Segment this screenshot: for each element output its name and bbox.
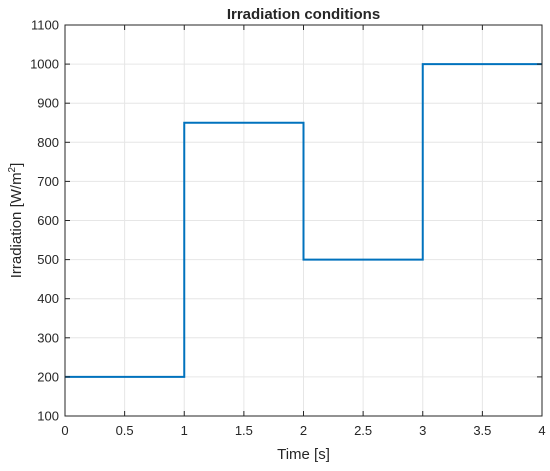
x-tick-label: 3 <box>419 423 426 438</box>
x-axis-title: Time [s] <box>277 446 330 463</box>
x-tick-label: 1.5 <box>235 423 253 438</box>
y-tick-label: 400 <box>37 291 59 306</box>
x-tick-label: 2.5 <box>354 423 372 438</box>
chart-title: Irradiation conditions <box>227 6 380 23</box>
y-axis-title-main: Irradiation [W/m <box>8 172 25 278</box>
y-tick-label: 500 <box>37 252 59 267</box>
x-tick-label: 2 <box>300 423 307 438</box>
y-tick-label: 700 <box>37 174 59 189</box>
y-tick-label: 200 <box>37 369 59 384</box>
series-layer <box>65 63 542 378</box>
x-tick-label: 1 <box>181 423 188 438</box>
y-tick-label: 1000 <box>30 57 59 72</box>
y-tick-label: 800 <box>37 135 59 150</box>
y-tick-label: 600 <box>37 213 59 228</box>
x-tick-label: 4 <box>538 423 545 438</box>
y-tick-label: 300 <box>37 330 59 345</box>
y-axis-title-close: ] <box>8 163 25 167</box>
y-tick-label: 900 <box>37 96 59 111</box>
x-tick-label: 3.5 <box>473 423 491 438</box>
tick-marks <box>64 24 543 417</box>
y-axis-title-superscript: 2 <box>7 166 18 172</box>
y-tick-label: 100 <box>37 409 59 424</box>
y-axis-title: Irradiation [W/m2] <box>7 163 25 279</box>
x-tick-labels: 0 0.5 1 1.5 2 2.5 3 3.5 4 <box>61 423 545 438</box>
x-tick-label: 0.5 <box>116 423 134 438</box>
y-tick-labels: 100 200 300 400 500 600 700 800 900 1000 1100 <box>30 18 59 424</box>
x-tick-label: 0 <box>61 423 68 438</box>
y-tick-label: 1100 <box>31 18 59 33</box>
series-line <box>65 63 542 378</box>
